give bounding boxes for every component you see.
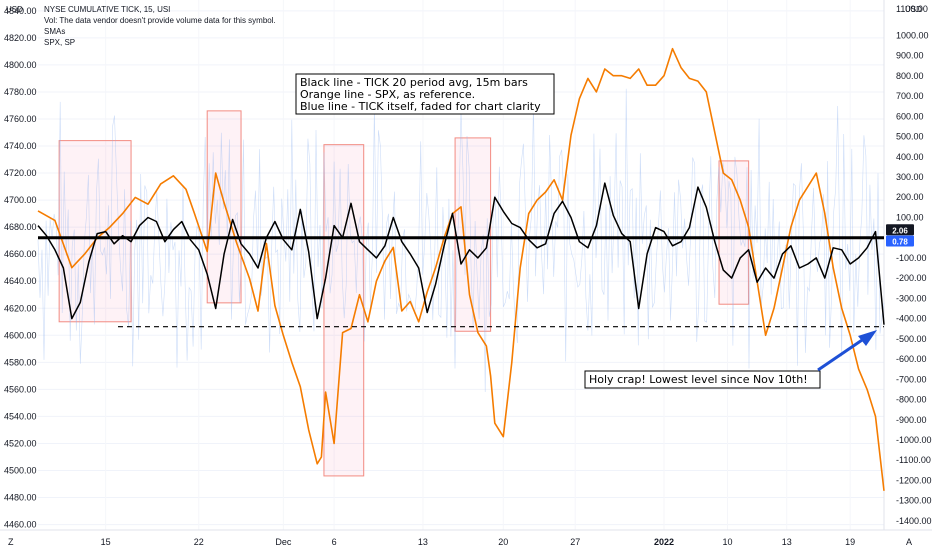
callout-arrow-shaft [817,334,869,372]
price-labels: 2.06 0.78 [886,224,914,247]
left-tick-label: 4680.00 [4,222,37,232]
chart-title[interactable]: NYSE CUMULATIVE TICK, 15, USI [44,5,170,14]
grid [0,0,932,531]
right-tick-label: 700.00 [896,91,924,101]
series-lines [37,47,885,491]
right-tick-label: 200.00 [896,192,924,202]
right-axis[interactable]: 1000.00 900.00 800.00 700.00 600.00 500.00 400… [896,4,932,526]
left-tick-label: 4500.00 [4,466,37,476]
right-tick-label: -1000.00 [896,435,932,445]
right-tick-label: -100.00 [896,253,927,263]
right-tick-label: -200.00 [896,273,927,283]
smas-legend[interactable]: SMAs [44,27,65,36]
price-label-bg [886,235,914,247]
right-tick-label: -1300.00 [896,496,932,506]
left-tick-label: 4620.00 [4,303,37,313]
x-tick-label: 2022 [654,537,674,547]
left-tick-label: 4800.00 [4,60,37,70]
left-tick-label: 4540.00 [4,411,37,421]
right-tick-label: -300.00 [896,293,927,303]
left-tick-label: 4480.00 [4,493,37,503]
left-tick-label: 4720.00 [4,168,37,178]
left-tick-label: 4560.00 [4,384,37,394]
left-currency-label: USD [6,5,23,14]
left-tick-label: 4520.00 [4,438,37,448]
x-tick-label: Dec [275,537,292,547]
right-tick-label: 500.00 [896,132,924,142]
right-tick-label-partial: 1100.00 [896,4,928,14]
left-tick-label: 4840.00 [4,6,37,16]
right-tick-label: -1400.00 [896,516,932,526]
x-tick-label: 19 [845,537,855,547]
spx-line [37,47,885,491]
left-tick-label: 4760.00 [4,114,37,124]
x-tick-label: 22 [194,537,204,547]
right-tick-label: -900.00 [896,415,927,425]
callout-text: Holy crap! Lowest level since Nov 10th! [589,373,808,386]
right-tick-label: -600.00 [896,354,927,364]
reference-lines [38,236,884,328]
x-tick-label: 27 [570,537,580,547]
highlight-box [58,140,132,323]
price-label-bg [886,224,914,236]
left-tick-label: 4780.00 [4,87,37,97]
annotation-line-1: Black line - TICK 20 period avg, 15m bar… [300,76,528,89]
annotation-legend: Black line - TICK 20 period avg, 15m bar… [295,73,555,115]
spx-legend[interactable]: SPX, SP [44,38,75,47]
right-tick-label: 900.00 [896,51,924,61]
left-tick-label: 4740.00 [4,141,37,151]
right-currency-label: USD [905,5,922,14]
zoom-corner-left[interactable]: Z [8,537,14,547]
left-tick-label: 4820.00 [4,33,37,43]
x-tick-label: 13 [782,537,792,547]
time-axis[interactable]: 15 22 Dec 6 13 20 27 2022 10 13 19 [101,537,855,547]
right-tick-label: 400.00 [896,152,924,162]
left-tick-label: 4640.00 [4,276,37,286]
left-tick-label: 4580.00 [4,357,37,367]
right-tick-label: -500.00 [896,334,927,344]
right-tick-label: 300.00 [896,172,924,182]
callout: Holy crap! Lowest level since Nov 10th! [584,330,877,389]
right-tick-label: 600.00 [896,111,924,121]
auto-scale-button[interactable]: A [906,537,912,547]
right-tick-label: -400.00 [896,314,927,324]
x-tick-label: 6 [332,537,337,547]
highlight-box [454,137,492,332]
x-tick-label: 15 [101,537,111,547]
right-tick-label: -1200.00 [896,475,932,485]
price-label-text: 0.78 [892,238,908,247]
x-tick-label: 10 [722,537,732,547]
x-tick-label: 13 [418,537,428,547]
right-tick-label: -1100.00 [896,455,931,465]
left-axis[interactable]: 4840.00 4820.00 4800.00 4780.00 4760.00 4740.… [4,6,37,530]
right-tick-label: 100.00 [896,212,924,222]
tick-sma-line [37,182,885,325]
vol-note: Vol: The data vendor doesn't provide vol… [44,16,276,25]
left-tick-label: 4600.00 [4,330,37,340]
left-tick-label: 4700.00 [4,195,37,205]
x-tick-label: 20 [498,537,508,547]
price-label-text: 2.06 [892,226,908,235]
right-tick-label: -800.00 [896,395,927,405]
annotation-line-2: Orange line - SPX, as reference. [300,88,475,101]
right-tick-label: 800.00 [896,71,924,81]
right-tick-label: -700.00 [896,374,927,384]
callout-arrow-head [858,330,877,346]
left-tick-label: 4660.00 [4,249,37,259]
left-tick-label: 4460.00 [4,520,37,530]
annotation-line-3: Blue line - TICK itself, faded for chart… [300,100,541,113]
right-tick-label: 1000.00 [896,30,929,40]
